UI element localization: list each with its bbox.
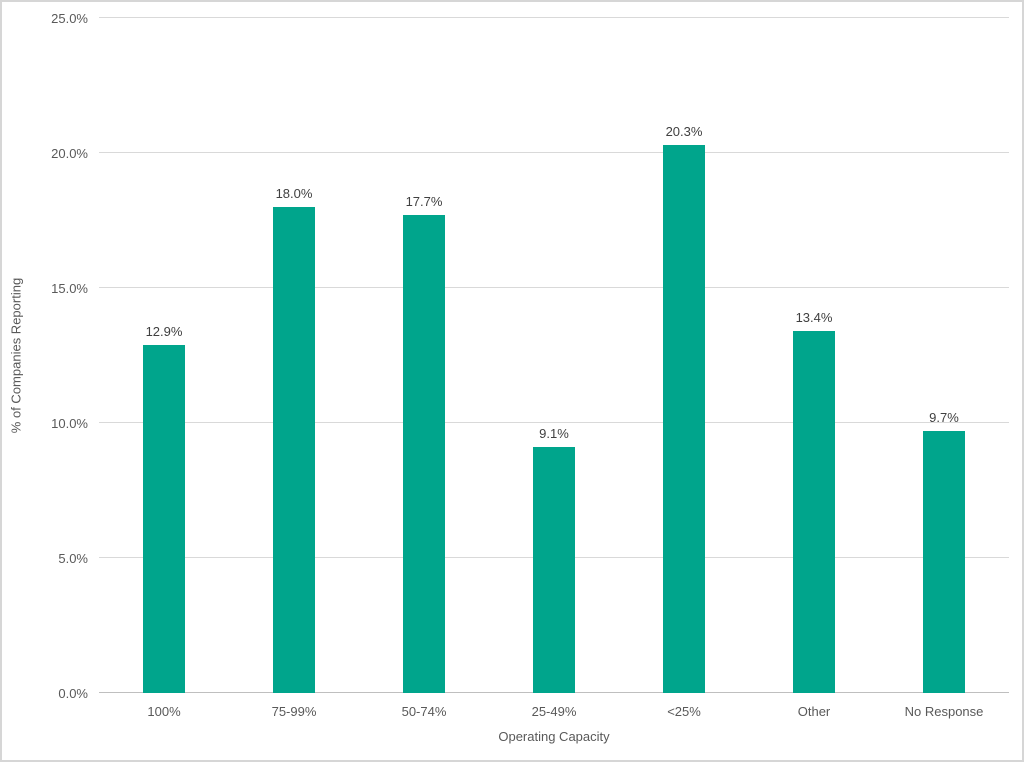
bar <box>403 215 445 693</box>
gridline <box>99 17 1009 18</box>
bar-data-label: 9.1% <box>539 426 569 442</box>
bar <box>143 344 185 693</box>
y-tick-label: 25.0% <box>51 11 88 26</box>
x-tick-label: 25-49% <box>531 704 577 719</box>
bar-data-label: 18.0% <box>275 186 313 201</box>
bar <box>923 431 965 693</box>
x-axis-title: Operating Capacity <box>498 729 610 744</box>
gridline <box>99 422 1009 423</box>
y-axis-ticks: 0.0% 5.0% 10.0% 15.0% 20.0% 25.0% <box>2 11 88 701</box>
x-tick-label: Other <box>797 704 831 719</box>
bar <box>663 144 705 693</box>
bar-data-label: 17.7% <box>405 194 443 210</box>
bar <box>533 447 575 693</box>
bar-data-label: 13.4% <box>795 310 833 326</box>
x-tick-label: 75-99% <box>271 704 317 719</box>
bar <box>793 331 835 693</box>
bar-data-label: 20.3% <box>665 123 703 139</box>
x-tick-label: No Response <box>904 704 984 719</box>
bar-data-label: 9.7% <box>929 410 959 426</box>
gridline <box>99 287 1009 288</box>
y-tick-label: 5.0% <box>58 551 88 566</box>
y-tick-label: 0.0% <box>58 686 88 701</box>
x-tick-label: 100% <box>147 704 181 719</box>
x-tick-label: <25% <box>667 704 701 719</box>
y-tick-label: 20.0% <box>51 146 88 161</box>
bar-data-label: 12.9% <box>145 323 183 339</box>
y-tick-label: 10.0% <box>51 416 88 431</box>
x-tick-label: 50-74% <box>401 704 447 719</box>
gridline <box>99 152 1009 153</box>
plot-area: 12.9% 18.0% 17.7% 9.1% 20.3% 13.4% 9.7% <box>99 17 1009 693</box>
x-axis-ticks: 100% 75-99% 50-74% 25-49% <25% Other No Respon… <box>99 704 1009 722</box>
bar <box>273 207 315 693</box>
y-tick-label: 15.0% <box>51 281 88 296</box>
